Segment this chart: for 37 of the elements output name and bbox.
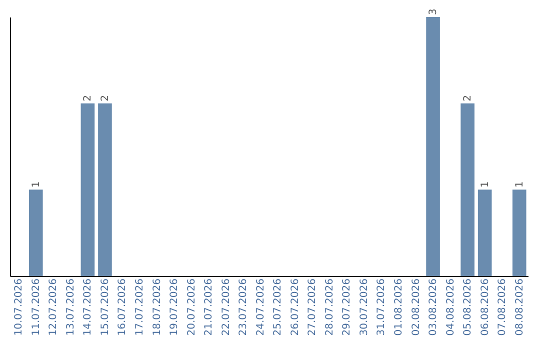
x-tick-label: 11.07.2026 xyxy=(30,278,42,336)
data-label: 2 xyxy=(462,94,474,102)
x-tick-label: 14.07.2026 xyxy=(82,278,94,336)
data-label: 2 xyxy=(82,94,94,102)
x-tick-label: 15.07.2026 xyxy=(100,278,111,336)
x-tick-label: 22.07.2026 xyxy=(220,278,232,336)
x-tick-label: 28.07.2026 xyxy=(324,278,336,336)
data-label: 1 xyxy=(30,181,42,188)
x-tick-label: 17.07.2026 xyxy=(134,278,146,336)
data-label: 1 xyxy=(480,181,491,188)
x-tick-label: 24.07.2026 xyxy=(255,278,266,336)
x-tick-label: 13.07.2026 xyxy=(65,278,76,336)
x-tick-label: 23.07.2026 xyxy=(238,278,250,336)
x-tick-label: 12.07.2026 xyxy=(48,278,60,336)
x-tick-label: 16.07.2026 xyxy=(117,278,128,336)
x-tick-label: 03.08.2026 xyxy=(428,278,440,336)
data-label: 2 xyxy=(100,94,111,102)
x-tick-label: 07.08.2026 xyxy=(497,278,508,336)
x-tick-label: 19.07.2026 xyxy=(169,278,180,336)
x-tick-label: 27.07.2026 xyxy=(307,278,318,336)
x-tick-label: 05.08.2026 xyxy=(462,278,474,336)
x-tick-label: 04.08.2026 xyxy=(445,278,456,336)
x-tick-label: 18.07.2026 xyxy=(152,278,163,336)
x-tick-label: 21.07.2026 xyxy=(204,278,215,336)
x-tick-label: 06.08.2026 xyxy=(480,278,491,336)
x-tick-label: 08.08.2026 xyxy=(514,278,526,336)
data-label: 1 xyxy=(514,181,526,188)
x-tick-label: 29.07.2026 xyxy=(342,278,353,336)
x-tick-label: 01.08.2026 xyxy=(394,278,404,336)
x-tick-label: 30.07.2026 xyxy=(358,278,370,336)
x-tick-label: 31.07.2026 xyxy=(376,278,388,336)
x-tick-label: 26.07.2026 xyxy=(290,278,301,336)
x-tick-label: 25.07.2026 xyxy=(272,278,284,336)
x-tick-label: 02.08.2026 xyxy=(410,278,422,336)
x-tick-label: 20.07.2026 xyxy=(186,278,198,336)
data-label: 3 xyxy=(428,8,440,15)
x-tick-label: 10.07.2026 xyxy=(14,278,25,336)
